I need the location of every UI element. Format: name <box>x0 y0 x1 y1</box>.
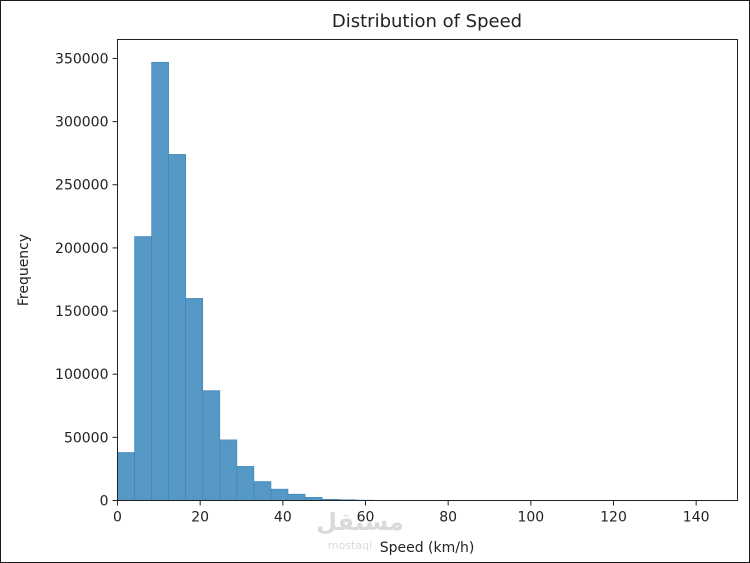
y-tick-label: 100000 <box>55 367 108 383</box>
bars-group <box>117 61 425 501</box>
histogram-bar <box>151 61 169 501</box>
watermark: مستقل mostaql <box>316 508 404 552</box>
x-axis-ticks: 0 20 40 60 80 100 120 140 <box>113 500 710 526</box>
y-tick-label: 250000 <box>55 178 108 194</box>
axes-frame <box>117 39 738 501</box>
histogram-bar <box>219 439 238 501</box>
x-tick-label: 40 <box>274 510 292 526</box>
histogram-bar <box>134 236 152 501</box>
y-tick-label: 200000 <box>55 241 108 257</box>
x-tick-label: 120 <box>600 510 627 526</box>
chart-title: Distribution of Speed <box>332 11 522 32</box>
x-axis-label: Speed (km/h) <box>380 540 475 556</box>
y-tick-label: 300000 <box>55 115 108 131</box>
x-tick-label: 0 <box>113 510 122 526</box>
histogram-bar <box>253 481 272 501</box>
x-tick-label: 20 <box>191 510 209 526</box>
histogram-bar <box>185 298 204 501</box>
x-tick-label: 100 <box>517 510 544 526</box>
histogram-bar <box>202 390 221 501</box>
histogram-bar <box>270 488 289 501</box>
y-axis-label: Frequency <box>16 234 32 306</box>
histogram-bar <box>287 493 306 501</box>
watermark-text: مستقل <box>316 508 404 536</box>
x-tick-label: 140 <box>683 510 710 526</box>
x-tick-label: 80 <box>439 510 457 526</box>
y-tick-label: 0 <box>100 494 109 510</box>
watermark-subtext: mostaql <box>328 539 372 552</box>
histogram-bar <box>236 466 255 501</box>
x-tick-label: 60 <box>357 510 375 526</box>
histogram-bar <box>117 452 135 501</box>
y-tick-label: 50000 <box>64 430 109 446</box>
y-tick-label: 150000 <box>55 304 108 320</box>
histogram-bar <box>168 154 186 501</box>
y-axis-ticks: 0 50000 100000 150000 200000 250000 300000 3500… <box>55 51 118 510</box>
y-tick-label: 350000 <box>55 51 108 67</box>
